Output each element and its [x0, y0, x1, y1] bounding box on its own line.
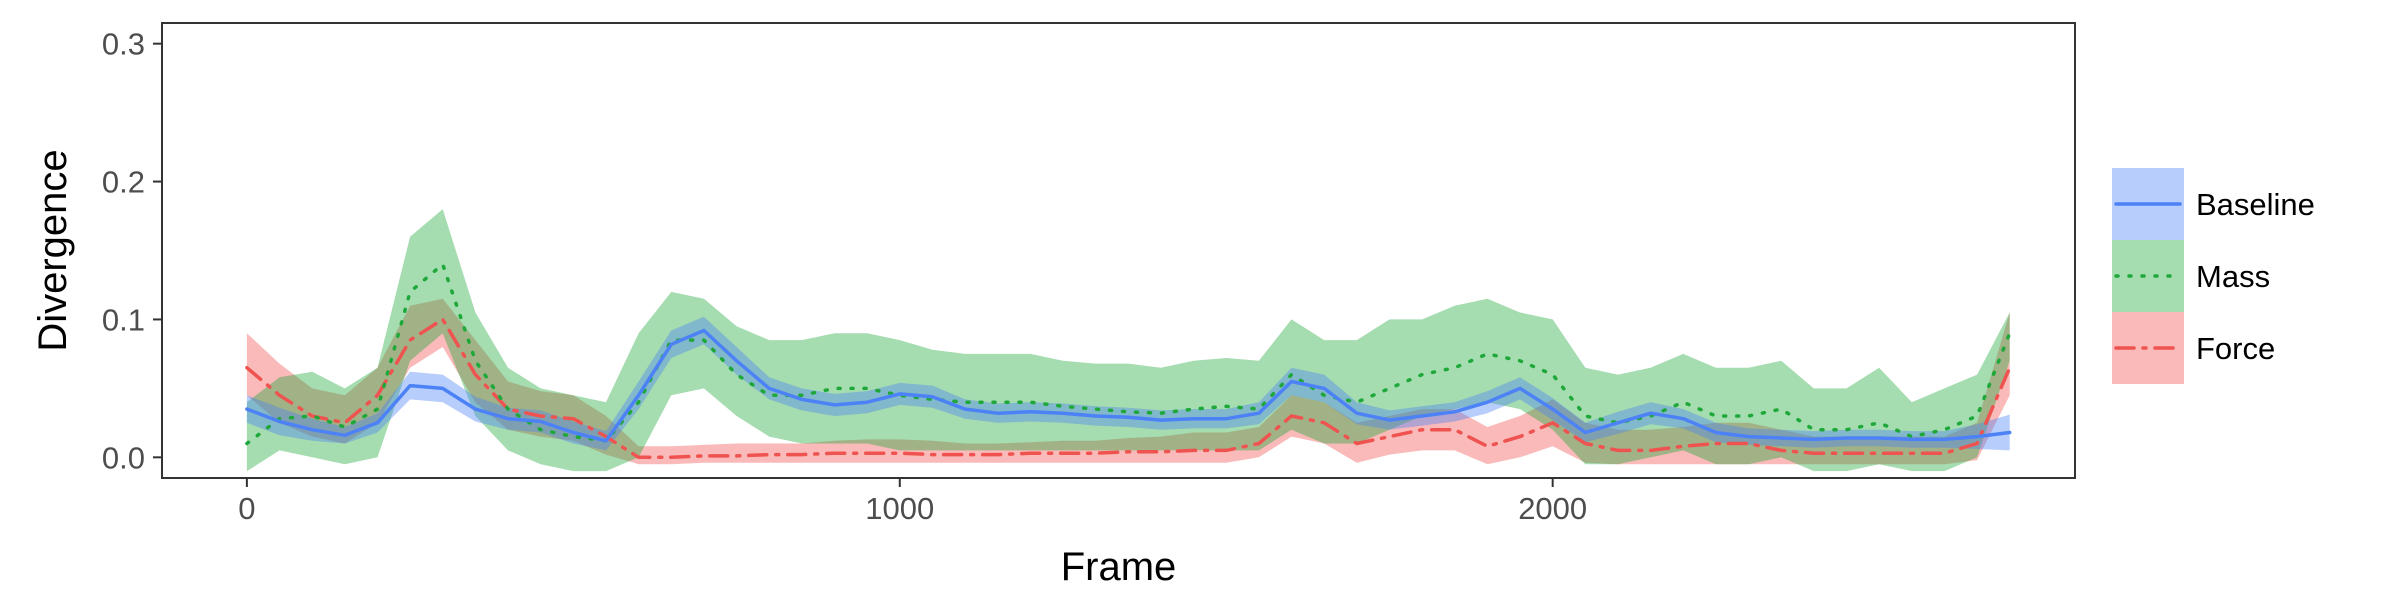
x-axis-title: Frame — [1061, 545, 1177, 589]
line-mass — [245, 262, 2012, 446]
y-tick-label: 0.2 — [102, 165, 145, 200]
series-lines — [245, 262, 2012, 460]
plot-panel-border — [161, 22, 2076, 479]
y-axis: 0.0 0.1 0.2 0.3 — [102, 27, 162, 475]
y-tick-label: 0.0 — [102, 440, 145, 475]
y-tick-label: 0.1 — [102, 302, 145, 337]
legend-key — [2112, 240, 2184, 312]
legend-item-mass: Mass — [2112, 240, 2270, 312]
legend-item-baseline: Baseline — [2112, 168, 2315, 240]
legend-label: Mass — [2196, 259, 2270, 294]
legend: Baseline Mass Force — [2112, 168, 2315, 384]
y-tick-label: 0.3 — [102, 27, 145, 62]
line-force — [245, 317, 2012, 460]
legend-label: Force — [2196, 331, 2275, 366]
x-tick-label: 0 — [238, 491, 255, 526]
band-mass — [246, 209, 2010, 472]
y-axis-title: Divergence — [31, 149, 75, 351]
band-baseline — [246, 316, 2010, 451]
legend-label: Baseline — [2196, 187, 2315, 222]
x-tick-label: 2000 — [1518, 491, 1587, 526]
x-tick-label: 1000 — [865, 491, 934, 526]
line-baseline — [245, 328, 2012, 443]
legend-item-force: Force — [2112, 312, 2275, 384]
x-axis: 0 1000 2000 — [238, 478, 1587, 526]
